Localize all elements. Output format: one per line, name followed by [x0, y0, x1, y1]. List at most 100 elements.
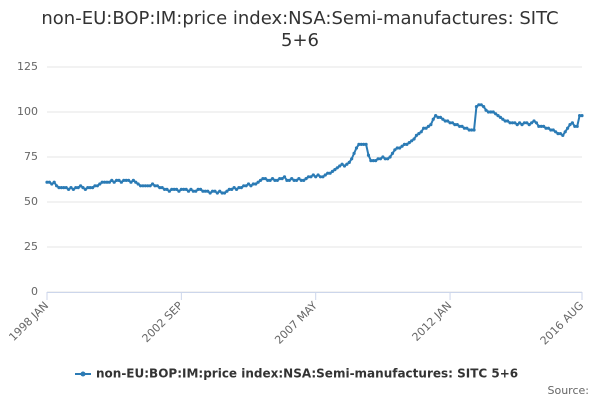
- data-point: [434, 114, 438, 118]
- data-point: [86, 186, 90, 190]
- data-point: [386, 157, 390, 161]
- data-point: [383, 157, 387, 161]
- data-point: [309, 175, 313, 179]
- data-point: [102, 180, 107, 184]
- legend-label: non-EU:BOP:IM:price index:NSA:Semi-manuf…: [96, 367, 518, 381]
- data-point: [566, 126, 570, 130]
- data-point: [287, 178, 291, 182]
- data-point: [285, 178, 289, 182]
- data-point: [491, 110, 495, 114]
- data-point: [314, 175, 318, 179]
- data-point: [306, 175, 311, 179]
- data-point: [393, 148, 397, 152]
- data-point: [539, 124, 543, 128]
- data-point: [395, 146, 399, 150]
- y-tick-label: 75: [24, 150, 38, 163]
- data-point: [158, 186, 162, 190]
- data-point: [162, 187, 167, 191]
- data-point: [45, 180, 49, 184]
- data-point: [417, 132, 421, 136]
- data-point: [532, 119, 536, 123]
- data-point: [527, 123, 531, 127]
- data-point: [88, 186, 92, 190]
- data-point: [381, 155, 385, 159]
- data-point: [124, 178, 128, 182]
- data-point: [402, 142, 407, 146]
- data-point: [174, 187, 179, 191]
- data-point: [74, 186, 78, 190]
- y-tick-label: 0: [31, 285, 38, 298]
- data-point: [426, 124, 431, 128]
- data-point: [498, 115, 503, 119]
- data-point: [453, 123, 457, 127]
- data-point: [206, 189, 210, 193]
- data-point: [525, 121, 529, 125]
- data-point: [126, 178, 131, 182]
- data-point: [374, 159, 378, 163]
- data-point: [290, 177, 294, 181]
- data-point: [316, 173, 320, 177]
- data-point: [304, 177, 308, 181]
- data-point: [184, 187, 188, 191]
- data-point: [364, 142, 368, 146]
- data-point: [225, 189, 229, 193]
- data-point: [218, 189, 222, 193]
- data-point: [182, 187, 186, 191]
- data-point: [107, 180, 111, 184]
- data-point: [542, 124, 546, 128]
- data-point: [530, 121, 534, 125]
- data-point: [215, 191, 219, 195]
- data-point: [179, 187, 183, 191]
- data-point: [201, 189, 205, 193]
- data-point: [407, 141, 411, 145]
- data-point: [232, 186, 236, 190]
- data-point: [470, 128, 474, 132]
- data-point: [258, 178, 263, 182]
- data-point: [165, 187, 169, 191]
- data-point: [220, 191, 224, 195]
- data-point: [52, 180, 56, 184]
- data-point: [294, 178, 299, 182]
- data-point: [227, 187, 231, 191]
- data-point: [263, 177, 267, 181]
- data-point: [66, 187, 71, 191]
- data-point: [573, 124, 577, 128]
- source-label: Source:: [548, 384, 590, 397]
- data-point: [198, 187, 203, 191]
- data-point: [398, 146, 402, 150]
- data-point: [172, 187, 176, 191]
- data-point: [551, 128, 555, 132]
- data-point: [448, 121, 452, 125]
- data-point: [136, 182, 140, 186]
- data-point: [261, 177, 265, 181]
- data-point: [362, 142, 366, 146]
- data-point: [335, 166, 339, 170]
- x-tick-label: 1998 JAN: [6, 299, 51, 344]
- data-point: [429, 123, 433, 127]
- data-point: [359, 142, 363, 146]
- data-point: [122, 178, 126, 182]
- y-tick-label: 125: [17, 60, 38, 73]
- data-point: [270, 177, 275, 181]
- data-point: [54, 184, 59, 188]
- data-point: [299, 178, 303, 182]
- data-point: [150, 182, 155, 186]
- data-point: [350, 157, 354, 161]
- data-point: [510, 121, 515, 125]
- data-point: [458, 124, 462, 128]
- data-point: [155, 184, 159, 188]
- data-point: [570, 121, 575, 125]
- data-point: [177, 189, 181, 193]
- data-point: [580, 114, 584, 118]
- data-point: [479, 103, 483, 107]
- data-point: [194, 189, 198, 193]
- data-point: [568, 123, 572, 127]
- data-point: [98, 182, 102, 186]
- x-tick-label: 2007 MAY: [272, 299, 320, 347]
- data-point: [146, 184, 150, 188]
- data-point: [251, 182, 255, 186]
- data-point: [474, 105, 479, 109]
- data-point: [76, 186, 80, 190]
- data-point: [112, 180, 116, 184]
